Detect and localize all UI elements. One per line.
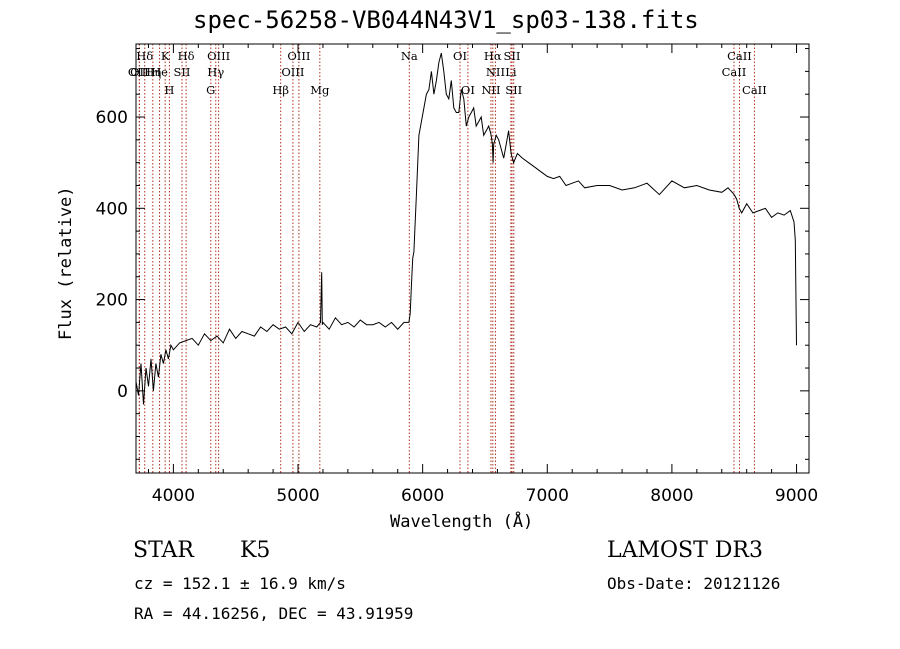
x-tick-label: 8000 — [650, 486, 693, 506]
emission-line-label: Hβ — [272, 83, 289, 97]
emission-line-label: He — [151, 65, 168, 79]
emission-line-label: OIII — [287, 49, 310, 63]
y-tick-label: 0 — [117, 382, 128, 402]
emission-line-label: H — [164, 83, 174, 97]
emission-line-label: SII — [505, 83, 522, 97]
emission-line-label: NII — [481, 83, 500, 97]
emission-line-label: K — [161, 49, 170, 63]
emission-line-label: CaII — [722, 65, 747, 79]
x-axis-label: Wavelength (Å) — [390, 512, 534, 532]
y-tick-label: 600 — [96, 108, 128, 128]
emission-line-label: OIII — [281, 65, 304, 79]
x-tick-label: 4000 — [152, 486, 195, 506]
object-class: STAR — [133, 538, 194, 563]
emission-line-label: Na — [401, 49, 418, 63]
emission-line-label: Mg — [310, 83, 330, 97]
emission-line-label: Li — [505, 65, 517, 79]
emission-line-label: Hδ — [136, 49, 153, 63]
axis-ticks: 4000 5000 6000 7000 8000 9000 0 200 400 600 — [96, 44, 818, 506]
emission-line-label: SII — [504, 49, 521, 63]
emission-line-label: Hγ — [207, 65, 224, 79]
emission-line-label: CaII — [727, 49, 752, 63]
emission-line-label: G — [206, 83, 215, 97]
emission-line-label: OI — [453, 49, 467, 63]
x-tick-label: 5000 — [276, 486, 319, 506]
chart-title: spec-56258-VB044N43V1_sp03-138.fits — [193, 6, 699, 34]
x-tick-label: 6000 — [401, 486, 444, 506]
spectrum-line — [135, 52, 797, 405]
object-subclass: K5 — [240, 538, 271, 563]
emission-line-label: OIII — [207, 49, 230, 63]
emission-line-label: Hη — [144, 65, 161, 79]
emission-line-label: SII — [174, 65, 191, 79]
emission-line-label: CaII — [742, 83, 767, 97]
coordinates-readout: RA = 44.16256, DEC = 43.91959 — [134, 604, 414, 623]
observation-date: Obs-Date: 20121126 — [607, 574, 781, 593]
y-axis-label: Flux (relative) — [56, 186, 76, 340]
plot-frame — [135, 43, 810, 474]
x-tick-label: 7000 — [526, 486, 569, 506]
redshift-readout: cz = 152.1 ± 16.9 km/s — [134, 574, 346, 593]
emission-line-markers — [138, 44, 755, 473]
emission-line-label: Hα — [484, 49, 502, 63]
x-tick-label: 9000 — [775, 486, 818, 506]
survey-name: LAMOST DR3 — [607, 538, 763, 563]
emission-line-label: OII — [130, 65, 149, 79]
y-tick-label: 400 — [96, 199, 128, 219]
emission-line-label: NII — [486, 65, 505, 79]
y-tick-label: 200 — [96, 291, 128, 311]
emission-line-label: OI — [461, 83, 475, 97]
emission-line-label: Hδ — [178, 49, 195, 63]
emission-line-label: OIII — [128, 65, 151, 79]
